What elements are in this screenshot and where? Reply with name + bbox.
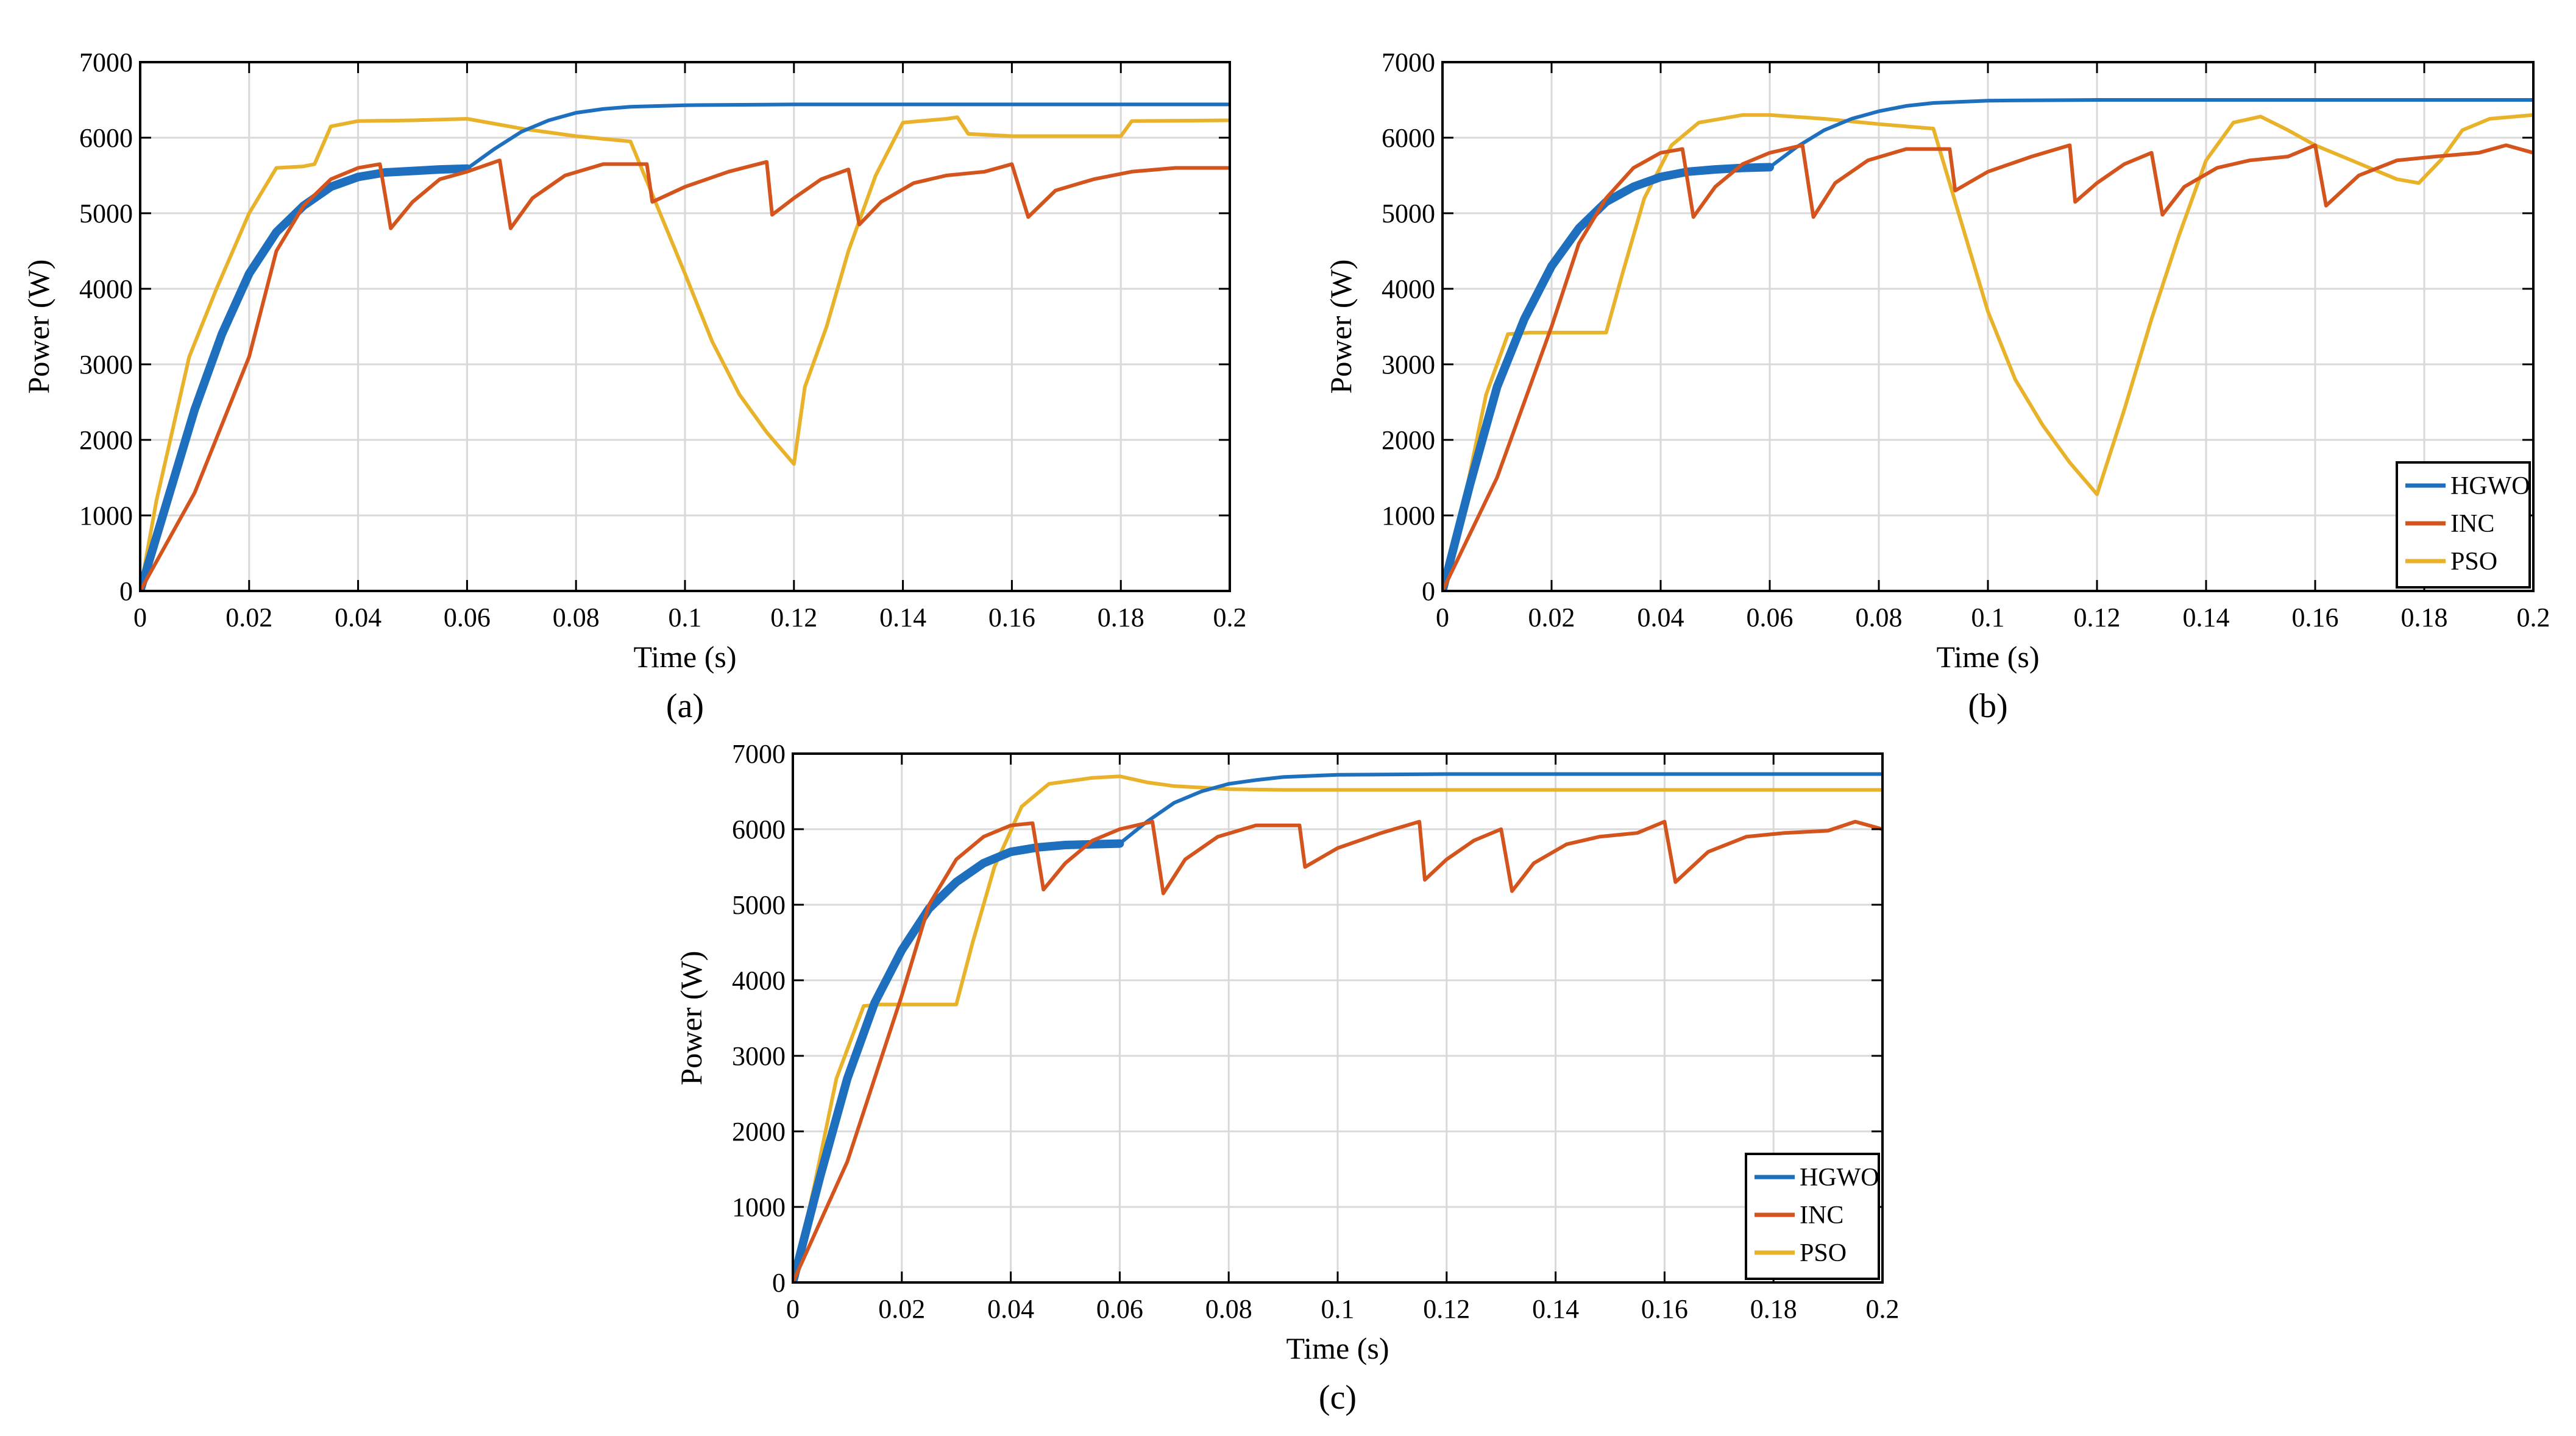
y-tick-label: 4000	[1382, 274, 1435, 304]
y-axis-label: Power (W)	[674, 951, 708, 1086]
x-axis-label: Time (s)	[1286, 1331, 1389, 1365]
x-tick-label: 0.02	[878, 1294, 925, 1324]
y-tick-label: 0	[1422, 576, 1435, 606]
y-tick-label: 6000	[732, 815, 786, 844]
panel-a: 0 0.02 0.04 0.06 0.08 0.1 0.12 0.14 0.16 0.18 0.2 0…	[21, 48, 1247, 725]
series-line-inc	[140, 158, 1230, 591]
x-tick-label: 0.06	[444, 603, 491, 632]
y-tick-label: 5000	[1382, 199, 1435, 228]
panel-b: 0 0.02 0.04 0.06 0.08 0.1 0.12 0.14 0.16 0.18 0.2 0…	[1324, 48, 2550, 725]
y-tick-label: 3000	[79, 350, 133, 380]
panel-caption: (c)	[1319, 1379, 1357, 1417]
x-tick-label: 0.02	[225, 603, 272, 632]
legend: HGWO INC PSO	[1745, 1153, 1880, 1280]
y-tick-label: 2000	[732, 1117, 786, 1147]
legend-label-hgwo: HGWO	[1800, 1164, 1879, 1192]
y-tick-label: 7000	[732, 739, 786, 769]
y-tick-label: 4000	[732, 966, 786, 996]
x-tick-label: 0.04	[1637, 603, 1684, 632]
panel-caption: (b)	[1968, 687, 2007, 725]
legend-label-pso: PSO	[1800, 1239, 1847, 1267]
x-tick-label: 0.06	[1096, 1294, 1143, 1324]
x-tick-label: 0.12	[1423, 1294, 1470, 1324]
x-tick-label: 0.18	[1098, 603, 1144, 632]
y-tick-label: 2000	[79, 425, 133, 455]
series-line-hgwo	[140, 102, 1230, 591]
y-tick-label: 4000	[79, 274, 133, 304]
x-tick-label: 0.1	[669, 603, 702, 632]
x-tick-label: 0.14	[879, 603, 926, 632]
x-tick-label: 0.2	[1213, 603, 1247, 632]
legend-label-inc: INC	[2450, 510, 2494, 538]
series-line-inc	[793, 819, 1882, 1282]
y-tick-label: 7000	[1382, 48, 1435, 77]
y-tick-label: 5000	[79, 199, 133, 228]
x-tick-label: 0.02	[1528, 603, 1575, 632]
legend-label-hgwo: HGWO	[2450, 472, 2530, 500]
y-tick-label: 2000	[1382, 425, 1435, 455]
x-tick-label: 0.06	[1747, 603, 1794, 632]
x-tick-label: 0.1	[1971, 603, 2005, 632]
x-tick-label: 0.2	[1866, 1294, 1900, 1324]
y-tick-label: 5000	[732, 890, 786, 920]
y-tick-label: 1000	[79, 501, 133, 531]
x-tick-label: 0.04	[335, 603, 381, 632]
x-tick-label: 0	[1436, 603, 1449, 632]
x-tick-label: 0.16	[988, 603, 1035, 632]
x-tick-label: 0.14	[1532, 1294, 1579, 1324]
y-axis-label: Power (W)	[21, 260, 55, 394]
y-tick-label: 1000	[1382, 501, 1435, 531]
series-line-hgwo	[1442, 98, 2533, 591]
y-tick-label: 3000	[1382, 350, 1435, 380]
series-line-inc	[1442, 143, 2533, 591]
y-tick-label: 7000	[79, 48, 133, 77]
y-tick-label: 6000	[79, 123, 133, 153]
x-tick-label: 0.16	[2292, 603, 2339, 632]
x-axis-label: Time (s)	[1936, 640, 2039, 674]
y-tick-label: 0	[119, 576, 133, 606]
x-tick-label: 0.2	[2517, 603, 2550, 632]
x-tick-label: 0.14	[2183, 603, 2230, 632]
x-tick-label: 0.18	[2401, 603, 2448, 632]
panel-caption: (a)	[666, 687, 704, 725]
x-tick-label: 0.1	[1321, 1294, 1355, 1324]
x-tick-label: 0.12	[2074, 603, 2121, 632]
panel-c: 0 0.02 0.04 0.06 0.08 0.1 0.12 0.14 0.16 0.18 0.2 0…	[674, 739, 1900, 1417]
x-tick-label: 0.04	[987, 1294, 1034, 1324]
x-tick-label: 0.08	[1856, 603, 1903, 632]
series-line-pso	[140, 115, 1230, 591]
legend-label-pso: PSO	[2450, 548, 2497, 576]
y-tick-label: 1000	[732, 1192, 786, 1222]
x-tick-label: 0.12	[770, 603, 817, 632]
y-axis-label: Power (W)	[1324, 260, 1358, 394]
x-axis-label: Time (s)	[633, 640, 736, 674]
x-tick-label: 0.16	[1641, 1294, 1688, 1324]
x-tick-label: 0	[133, 603, 147, 632]
y-tick-label: 0	[772, 1268, 786, 1298]
x-tick-label: 0.08	[553, 603, 600, 632]
x-tick-label: 0	[786, 1294, 800, 1324]
legend: HGWO INC PSO	[2396, 461, 2531, 589]
y-tick-label: 6000	[1382, 123, 1435, 153]
series-line-pso	[793, 774, 1882, 1282]
x-tick-label: 0.08	[1205, 1294, 1252, 1324]
x-tick-label: 0.18	[1750, 1294, 1797, 1324]
series-line-hgwo	[793, 772, 1882, 1282]
legend-label-inc: INC	[1800, 1201, 1843, 1229]
y-tick-label: 3000	[732, 1041, 786, 1071]
